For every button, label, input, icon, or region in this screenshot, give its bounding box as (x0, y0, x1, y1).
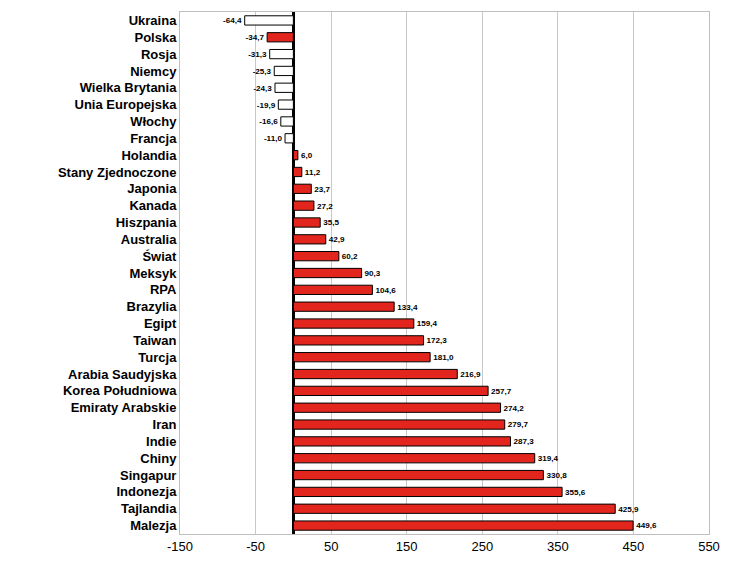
svg-text:Korea Południowa: Korea Południowa (63, 383, 177, 398)
svg-text:133,4: 133,4 (397, 303, 418, 312)
svg-text:RPA: RPA (150, 282, 177, 297)
svg-text:50: 50 (324, 539, 338, 554)
svg-text:Turcja: Turcja (138, 350, 177, 365)
svg-text:Unia Europejska: Unia Europejska (75, 97, 178, 112)
svg-text:355,6: 355,6 (565, 488, 586, 497)
svg-text:Iran: Iran (153, 417, 177, 432)
svg-text:Rosja: Rosja (141, 47, 177, 62)
svg-text:Arabia Saudyjska: Arabia Saudyjska (68, 367, 177, 382)
svg-text:-31,3: -31,3 (248, 50, 267, 59)
svg-text:Meksyk: Meksyk (129, 266, 177, 281)
svg-text:Chiny: Chiny (140, 451, 177, 466)
svg-text:Taiwan: Taiwan (133, 333, 176, 348)
svg-text:Stany Zjednoczone: Stany Zjednoczone (58, 165, 176, 180)
svg-text:330,8: 330,8 (546, 471, 567, 480)
svg-text:550: 550 (698, 539, 720, 554)
svg-text:Indonezja: Indonezja (116, 484, 177, 499)
svg-text:Emiraty Arabskie: Emiraty Arabskie (71, 400, 177, 415)
svg-text:Malezja: Malezja (130, 518, 177, 533)
svg-text:287,3: 287,3 (513, 437, 534, 446)
svg-text:60,2: 60,2 (342, 252, 358, 261)
svg-text:350: 350 (547, 539, 569, 554)
svg-text:-19,9: -19,9 (257, 101, 276, 110)
svg-text:Holandia: Holandia (121, 148, 177, 163)
svg-text:27,2: 27,2 (317, 202, 333, 211)
svg-text:279,7: 279,7 (508, 420, 529, 429)
svg-text:6,0: 6,0 (301, 151, 313, 160)
svg-text:Ukraina: Ukraina (129, 13, 177, 28)
svg-text:-34,7: -34,7 (246, 33, 265, 42)
svg-text:Świat: Świat (142, 249, 177, 264)
svg-text:Wielka Brytania: Wielka Brytania (80, 80, 177, 95)
svg-text:449,6: 449,6 (636, 521, 657, 530)
svg-text:181,0: 181,0 (433, 353, 454, 362)
svg-text:Niemcy: Niemcy (130, 63, 177, 78)
svg-text:257,7: 257,7 (491, 387, 512, 396)
svg-text:90,3: 90,3 (365, 269, 381, 278)
svg-text:-25,3: -25,3 (253, 67, 272, 76)
svg-text:Australia: Australia (121, 232, 177, 247)
svg-text:-64,4: -64,4 (223, 16, 242, 25)
svg-text:42,9: 42,9 (329, 235, 345, 244)
svg-text:450: 450 (623, 539, 645, 554)
svg-text:11,2: 11,2 (305, 168, 321, 177)
svg-text:-24,3: -24,3 (253, 84, 272, 93)
svg-text:Singapur: Singapur (120, 468, 176, 483)
svg-text:Włochy: Włochy (130, 114, 177, 129)
svg-text:Francja: Francja (130, 131, 177, 146)
svg-text:159,4: 159,4 (417, 319, 438, 328)
svg-text:104,6: 104,6 (375, 286, 396, 295)
svg-text:150: 150 (396, 539, 418, 554)
svg-text:250: 250 (471, 539, 493, 554)
svg-text:-11,0: -11,0 (264, 134, 282, 143)
svg-text:Indie: Indie (146, 434, 176, 449)
svg-text:425,9: 425,9 (618, 505, 639, 514)
svg-text:23,7: 23,7 (314, 185, 330, 194)
svg-text:Kanada: Kanada (129, 198, 177, 213)
svg-text:Hiszpania: Hiszpania (116, 215, 177, 230)
svg-text:Brazylia: Brazylia (127, 299, 178, 314)
svg-text:-16,6: -16,6 (259, 117, 278, 126)
svg-text:-50: -50 (246, 539, 265, 554)
svg-text:35,5: 35,5 (323, 218, 339, 227)
svg-text:Tajlandia: Tajlandia (121, 501, 177, 516)
svg-text:-150: -150 (167, 539, 193, 554)
svg-text:216,9: 216,9 (460, 370, 481, 379)
svg-text:Egipt: Egipt (144, 316, 177, 331)
svg-text:274,2: 274,2 (504, 404, 525, 413)
svg-text:Japonia: Japonia (127, 181, 177, 196)
svg-text:172,3: 172,3 (427, 336, 448, 345)
svg-text:319,4: 319,4 (538, 454, 559, 463)
svg-text:Polska: Polska (134, 30, 177, 45)
